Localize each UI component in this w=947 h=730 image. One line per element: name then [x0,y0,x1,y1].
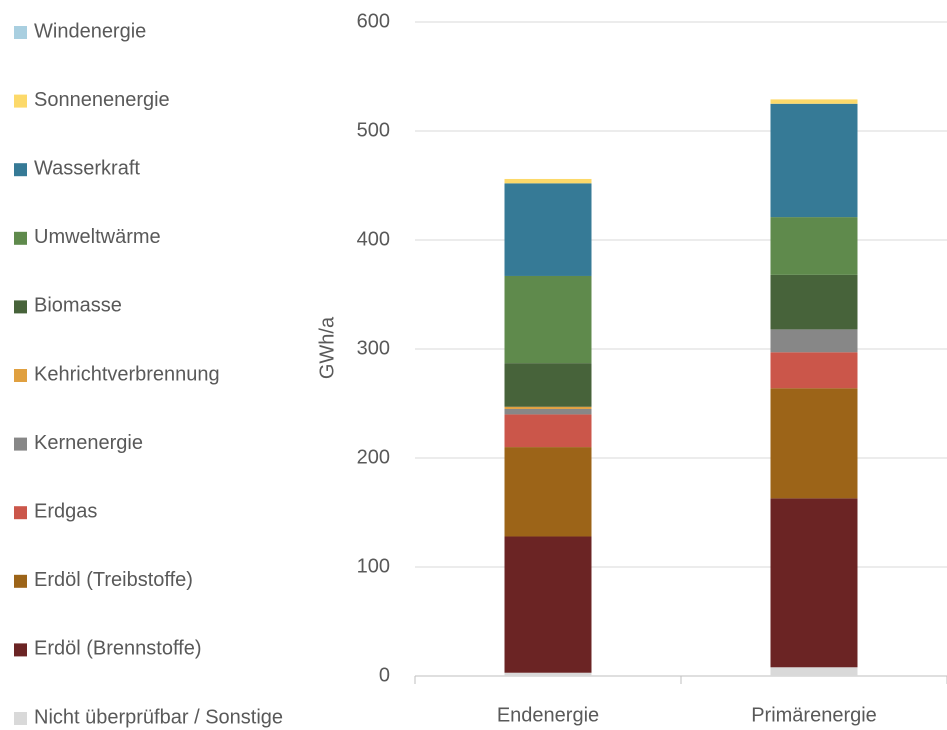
legend-label: Erdgas [34,500,97,522]
bar-segment [770,667,858,676]
bar-segment [504,275,592,364]
legend-label: Kehrichtverbrennung [34,363,220,385]
bar-segment [770,329,858,353]
legend-swatch [14,300,27,314]
legend-label: Windenergie [34,20,146,42]
bar-segment [770,217,858,275]
bar-segment [504,672,592,676]
bar-segment [770,274,858,330]
bar-segment [504,183,592,276]
legend-label: Biomasse [34,295,122,317]
bar-segment [770,388,858,499]
legend-label: Umweltwärme [34,226,161,248]
legend-swatch [14,574,27,588]
legend-swatch [14,643,27,657]
y-tick-label: 600 [357,10,390,32]
y-tick-label: 500 [357,119,390,141]
y-tick-label: 400 [357,228,390,250]
bar-segment [504,406,592,409]
y-tick-label: 100 [357,555,390,577]
legend-label: Erdöl (Brennstoffe) [34,638,202,660]
legend-swatch [14,369,27,382]
legend-swatch [14,437,27,451]
bar-segment [504,414,592,448]
legend-label: Wasserkraft [34,157,140,179]
bar-segment [770,103,858,218]
bar-segment [504,447,592,537]
bar-segment [770,352,858,389]
bar-segment [504,536,592,673]
y-tick-label: 300 [357,337,390,359]
legend-swatch [14,26,27,39]
bar-segment [770,99,858,104]
bar-segment [504,408,592,415]
bar-segment [504,363,592,407]
legend-swatch [14,712,27,725]
x-tick-label: Endenergie [497,704,599,726]
legend-label: Nicht überprüfbar / Sonstige [34,706,283,728]
legend-label: Erdöl (Treibstoffe) [34,569,193,591]
legend-swatch [14,94,27,108]
legend-swatch [14,231,27,245]
legend-label: Sonnenenergie [34,89,170,111]
x-tick-label: Primärenergie [751,704,877,726]
y-tick-label: 200 [357,446,390,468]
legend-swatch [14,163,27,177]
legend-swatch [14,506,27,520]
y-tick-label: 0 [379,664,390,686]
bar-segment [770,498,858,668]
legend-label: Kernenergie [34,432,143,454]
y-axis-label: GWh/a [316,316,338,379]
bar-segment [504,178,592,184]
